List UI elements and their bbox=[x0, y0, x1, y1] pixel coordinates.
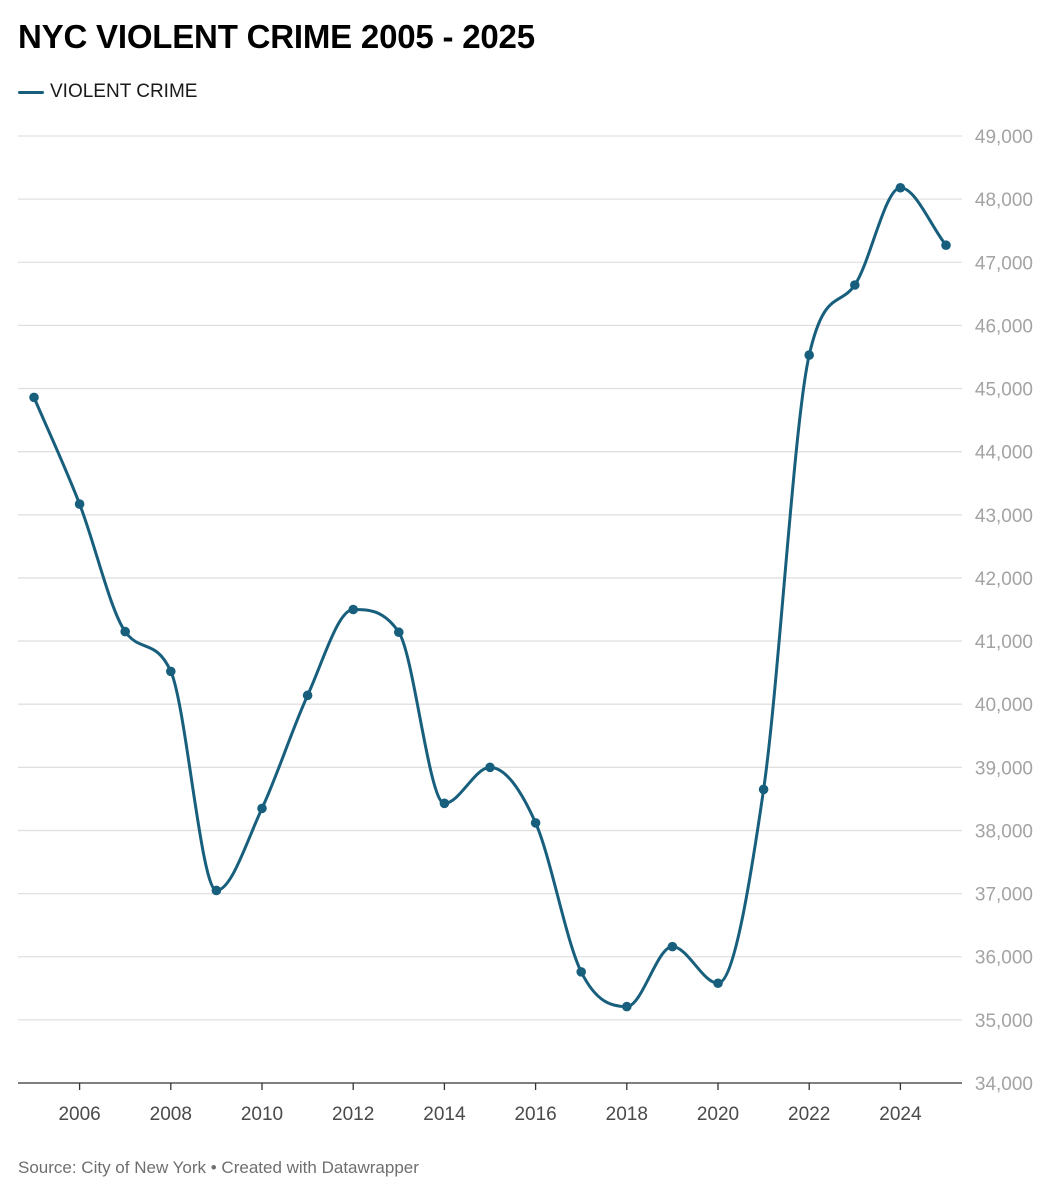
data-point-2015 bbox=[485, 762, 495, 773]
legend: VIOLENT CRIME bbox=[18, 80, 197, 104]
x-tick-label-2014: 2014 bbox=[423, 1104, 466, 1125]
x-tick-label-2010: 2010 bbox=[241, 1104, 283, 1125]
x-tick-label-2018: 2018 bbox=[606, 1104, 648, 1125]
y-tick-label-40000: 40,000 bbox=[975, 695, 1033, 716]
data-point-2013 bbox=[394, 627, 404, 638]
data-point-2018 bbox=[622, 1001, 632, 1012]
x-tick-label-2006: 2006 bbox=[58, 1104, 100, 1125]
data-point-2005 bbox=[29, 392, 39, 403]
y-axis-labels: 34,000 35,000 36,000 37,000 38,000 39,000 40,0… bbox=[975, 127, 1033, 1095]
y-tick-label-38000: 38,000 bbox=[975, 821, 1033, 842]
data-point-2024 bbox=[895, 182, 906, 193]
legend-swatch bbox=[18, 90, 44, 94]
x-tick-label-2022: 2022 bbox=[788, 1104, 830, 1125]
x-axis: 2006 2008 2010 2012 2014 2016 2018 2020 2022 2024 bbox=[18, 1082, 962, 1125]
data-point-2014 bbox=[439, 798, 450, 809]
x-tick-label-2016: 2016 bbox=[514, 1104, 556, 1125]
data-point-2010 bbox=[257, 803, 267, 814]
data-point-2009 bbox=[211, 885, 222, 896]
data-point-2025 bbox=[941, 240, 951, 251]
chart-title: NYC VIOLENT CRIME 2005 - 2025 bbox=[18, 18, 535, 55]
data-point-2007 bbox=[120, 626, 130, 637]
y-tick-label-37000: 37,000 bbox=[975, 885, 1033, 906]
y-tick-label-47000: 47,000 bbox=[975, 253, 1033, 274]
data-point-2021 bbox=[758, 784, 769, 795]
series-violent-crime bbox=[29, 182, 951, 1012]
x-tick-label-2020: 2020 bbox=[697, 1104, 739, 1125]
y-tick-label-35000: 35,000 bbox=[975, 1011, 1033, 1032]
y-tick-label-44000: 44,000 bbox=[975, 443, 1033, 464]
grid-lines bbox=[18, 135, 962, 1021]
source-footer: Source: City of New York • Created with … bbox=[18, 1158, 419, 1177]
y-tick-label-34000: 34,000 bbox=[975, 1074, 1033, 1095]
y-tick-label-45000: 45,000 bbox=[975, 380, 1033, 401]
data-point-2006 bbox=[74, 499, 85, 509]
data-point-2022 bbox=[804, 350, 814, 360]
y-tick-label-43000: 43,000 bbox=[975, 506, 1033, 527]
y-tick-label-39000: 39,000 bbox=[975, 758, 1033, 779]
y-tick-label-48000: 48,000 bbox=[975, 190, 1033, 211]
data-point-2011 bbox=[302, 690, 313, 701]
x-tick-label-2012: 2012 bbox=[332, 1104, 374, 1125]
y-tick-label-49000: 49,000 bbox=[975, 127, 1033, 148]
data-point-2020 bbox=[713, 978, 723, 989]
legend-label: VIOLENT CRIME bbox=[50, 81, 198, 102]
y-tick-label-42000: 42,000 bbox=[975, 569, 1033, 590]
x-tick-label-2008: 2008 bbox=[150, 1104, 192, 1125]
data-point-2008 bbox=[166, 666, 176, 677]
y-tick-label-41000: 41,000 bbox=[975, 632, 1033, 653]
data-point-2023 bbox=[850, 280, 860, 290]
x-tick-label-2024: 2024 bbox=[879, 1104, 922, 1125]
data-point-2017 bbox=[576, 967, 586, 977]
data-point-2016 bbox=[530, 818, 541, 828]
data-point-2019 bbox=[667, 941, 678, 952]
y-tick-label-36000: 36,000 bbox=[975, 948, 1033, 969]
series-line-violent-crime bbox=[32, 186, 948, 1009]
y-tick-label-46000: 46,000 bbox=[975, 316, 1033, 337]
data-point-2012 bbox=[348, 604, 359, 615]
